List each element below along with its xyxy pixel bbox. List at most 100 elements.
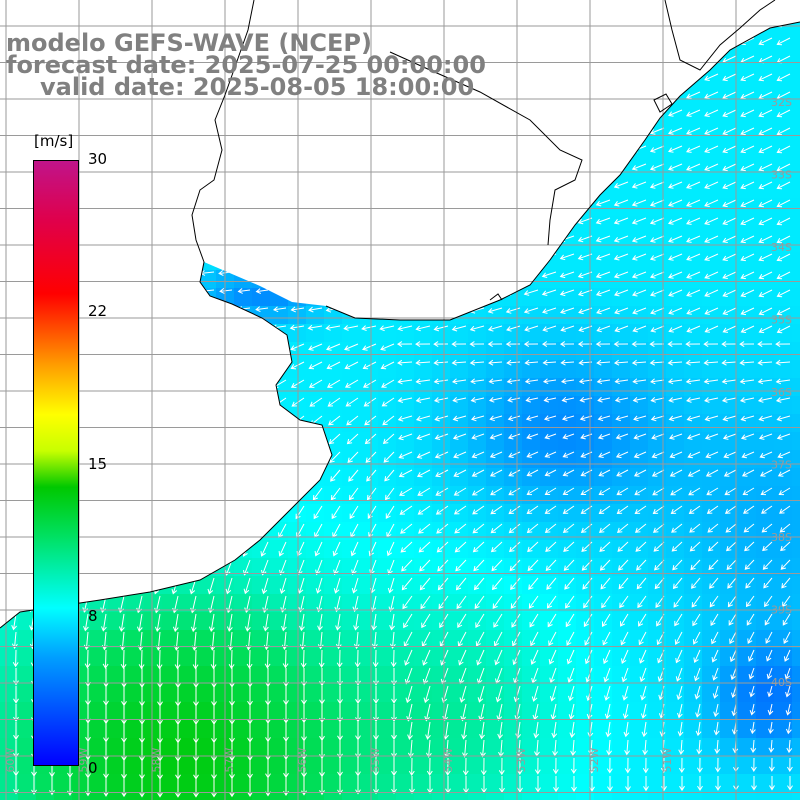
wind-arrow	[275, 434, 286, 444]
speed-cell	[234, 468, 252, 486]
wind-arrow	[543, 236, 557, 242]
speed-cell	[126, 162, 144, 180]
speed-cell	[792, 306, 800, 324]
speed-cell	[72, 0, 90, 18]
speed-cell	[414, 396, 432, 414]
wind-arrow	[543, 20, 557, 26]
wind-arrow	[452, 254, 466, 259]
speed-cell	[288, 486, 306, 504]
speed-cell	[486, 108, 504, 126]
wind-arrow	[9, 524, 16, 537]
wind-arrow	[597, 38, 610, 44]
wind-arrow	[128, 162, 142, 167]
wind-arrow	[148, 380, 160, 387]
wind-arrow	[260, 506, 268, 519]
wind-arrow	[398, 164, 412, 169]
speed-cell	[468, 18, 486, 36]
speed-cell	[522, 72, 540, 90]
wind-arrow	[238, 380, 250, 387]
wind-arrow	[236, 199, 250, 204]
wind-arrow	[81, 524, 89, 537]
speed-cell	[324, 0, 342, 18]
speed-cell	[234, 162, 252, 180]
wind-arrow	[290, 199, 304, 204]
wind-arrow	[597, 92, 610, 98]
wind-arrow	[128, 252, 142, 257]
speed-cell	[360, 216, 378, 234]
wind-arrow	[525, 254, 539, 260]
speed-cell	[162, 378, 180, 396]
speed-cell	[432, 234, 450, 252]
speed-cell	[90, 252, 108, 270]
speed-cell	[594, 36, 612, 54]
wind-arrow	[290, 235, 304, 240]
wind-arrow	[380, 146, 394, 151]
wind-arrow	[416, 182, 430, 187]
wind-arrow	[20, 17, 34, 22]
latitude-label: 39S	[771, 604, 792, 617]
speed-cell	[162, 180, 180, 198]
speed-cell	[288, 234, 306, 252]
speed-cell	[126, 252, 144, 270]
speed-cell	[612, 0, 630, 18]
wind-arrow	[524, 38, 538, 44]
speed-cell	[162, 414, 180, 432]
wind-arrow	[308, 181, 322, 186]
wind-arrow	[98, 506, 106, 519]
speed-cell	[126, 378, 144, 396]
speed-cell	[504, 270, 522, 288]
wind-arrow	[506, 254, 520, 259]
speed-cell	[90, 666, 108, 684]
wind-arrow	[488, 272, 502, 277]
wind-arrow	[241, 488, 250, 500]
speed-cell	[324, 108, 342, 126]
wind-arrow	[239, 416, 250, 425]
speed-cell	[36, 0, 54, 18]
speed-cell	[108, 108, 126, 126]
wind-arrow	[470, 182, 484, 187]
speed-cell	[90, 270, 108, 288]
wind-arrow	[416, 110, 430, 115]
wind-arrow	[20, 179, 34, 184]
speed-cell	[90, 108, 108, 126]
speed-cell	[108, 198, 126, 216]
speed-cell	[522, 198, 540, 216]
wind-arrow	[110, 126, 124, 131]
speed-cell	[504, 18, 522, 36]
wind-arrow	[254, 19, 268, 24]
speed-cell	[108, 0, 126, 18]
speed-cell	[504, 234, 522, 252]
wind-arrow	[110, 252, 124, 257]
wind-arrow	[256, 398, 268, 406]
speed-cell	[144, 162, 162, 180]
wind-arrow	[561, 110, 575, 116]
speed-cell	[0, 486, 18, 504]
speed-cell	[396, 180, 414, 198]
wind-arrow	[291, 271, 304, 276]
speed-cell	[396, 108, 414, 126]
speed-cell	[342, 306, 360, 324]
speed-cell	[486, 396, 504, 414]
speed-cell	[270, 108, 288, 126]
wind-arrow	[116, 506, 124, 519]
wind-arrow	[561, 92, 575, 98]
speed-cell	[558, 18, 576, 36]
speed-cell	[234, 450, 252, 468]
speed-cell	[234, 144, 252, 162]
wind-arrow	[92, 234, 106, 239]
speed-cell	[378, 0, 396, 18]
wind-arrow	[344, 164, 358, 169]
wind-arrow	[524, 110, 538, 116]
speed-cell	[378, 306, 396, 324]
wind-arrow	[597, 110, 610, 116]
wind-arrow	[182, 18, 196, 23]
speed-cell	[378, 774, 396, 792]
speed-cell	[270, 666, 288, 684]
wind-arrow	[380, 110, 394, 115]
wind-arrow	[111, 344, 124, 350]
wind-arrow	[277, 488, 286, 500]
speed-cell	[288, 270, 306, 288]
speed-cell	[180, 162, 198, 180]
speed-cell	[450, 198, 468, 216]
wind-arrow	[254, 163, 268, 168]
